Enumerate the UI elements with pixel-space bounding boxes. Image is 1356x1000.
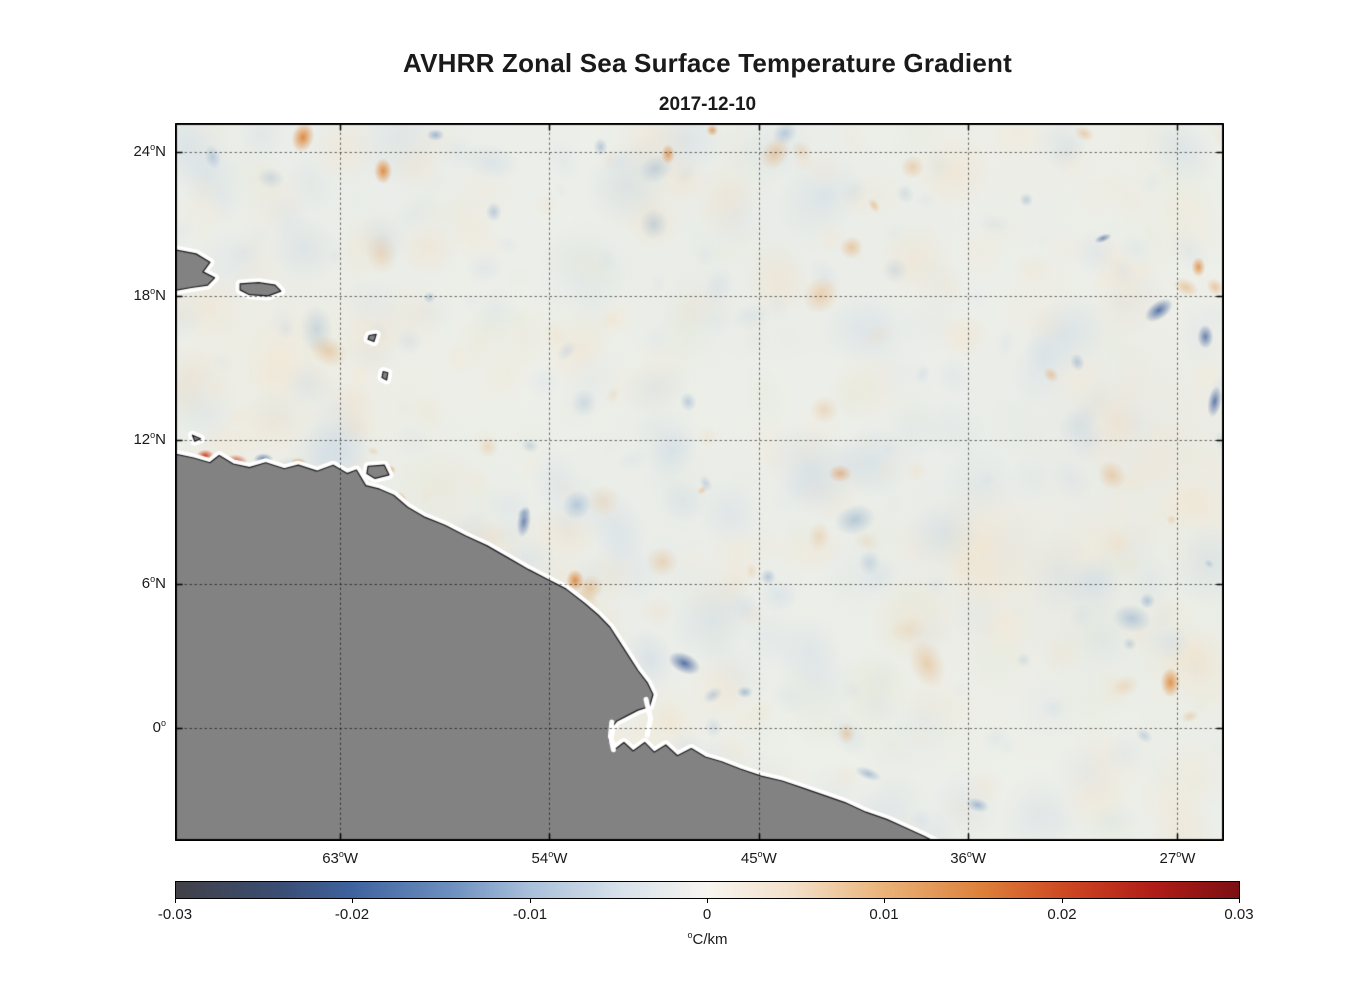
- x-axis-tick-label: 54oW: [531, 849, 568, 868]
- degree-symbol: o: [150, 141, 156, 152]
- colorbar-tick-label: -0.03: [157, 906, 193, 923]
- colorbar-tick-label: -0.01: [512, 906, 548, 923]
- y-axis-tick-label: 18oN: [133, 285, 166, 304]
- colorbar-tick: [707, 899, 708, 903]
- degree-symbol: o: [757, 849, 763, 859]
- colorbar-tick: [175, 899, 176, 903]
- chart-title: AVHRR Zonal Sea Surface Temperature Grad…: [403, 48, 1012, 78]
- y-axis-tick-label: 0o: [152, 718, 166, 737]
- x-axis-tick-label: 27oW: [1159, 849, 1196, 868]
- chart-date: 2017-12-10: [658, 94, 757, 115]
- degree-symbol: o: [338, 849, 344, 859]
- map-canvas: [175, 123, 1224, 841]
- colorbar-tick: [352, 899, 353, 903]
- degree-symbol: o: [150, 429, 156, 440]
- y-axis-tick-label: 6oN: [141, 574, 166, 593]
- colorbar-tick-label: 0: [702, 906, 712, 923]
- degree-symbol: o: [150, 574, 156, 585]
- x-axis-tick-label: 36oW: [950, 849, 987, 868]
- colorbar-tick: [1239, 899, 1240, 903]
- colorbar-tick-label: 0.02: [1047, 906, 1077, 923]
- degree-symbol: o: [548, 849, 554, 859]
- colorbar-tick-label: -0.02: [334, 906, 370, 923]
- colorbar-tick: [884, 899, 885, 903]
- colorbar-tick: [530, 899, 531, 903]
- x-axis-tick-label: 63oW: [322, 849, 359, 868]
- degree-symbol: o: [160, 718, 166, 729]
- degree-symbol: o: [687, 930, 693, 940]
- degree-symbol: o: [150, 285, 156, 296]
- colorbar: [175, 881, 1240, 899]
- colorbar-unit-label: oC/km: [687, 930, 728, 949]
- degree-symbol: o: [1176, 849, 1182, 859]
- colorbar-tick-label: 0.01: [869, 906, 899, 923]
- y-axis-tick-label: 24oN: [133, 141, 166, 160]
- colorbar-tick: [1062, 899, 1063, 903]
- degree-symbol: o: [966, 849, 972, 859]
- x-axis-tick-label: 45oW: [740, 849, 777, 868]
- y-axis-tick-label: 12oN: [133, 429, 166, 448]
- colorbar-tick-label: 0.03: [1224, 906, 1254, 923]
